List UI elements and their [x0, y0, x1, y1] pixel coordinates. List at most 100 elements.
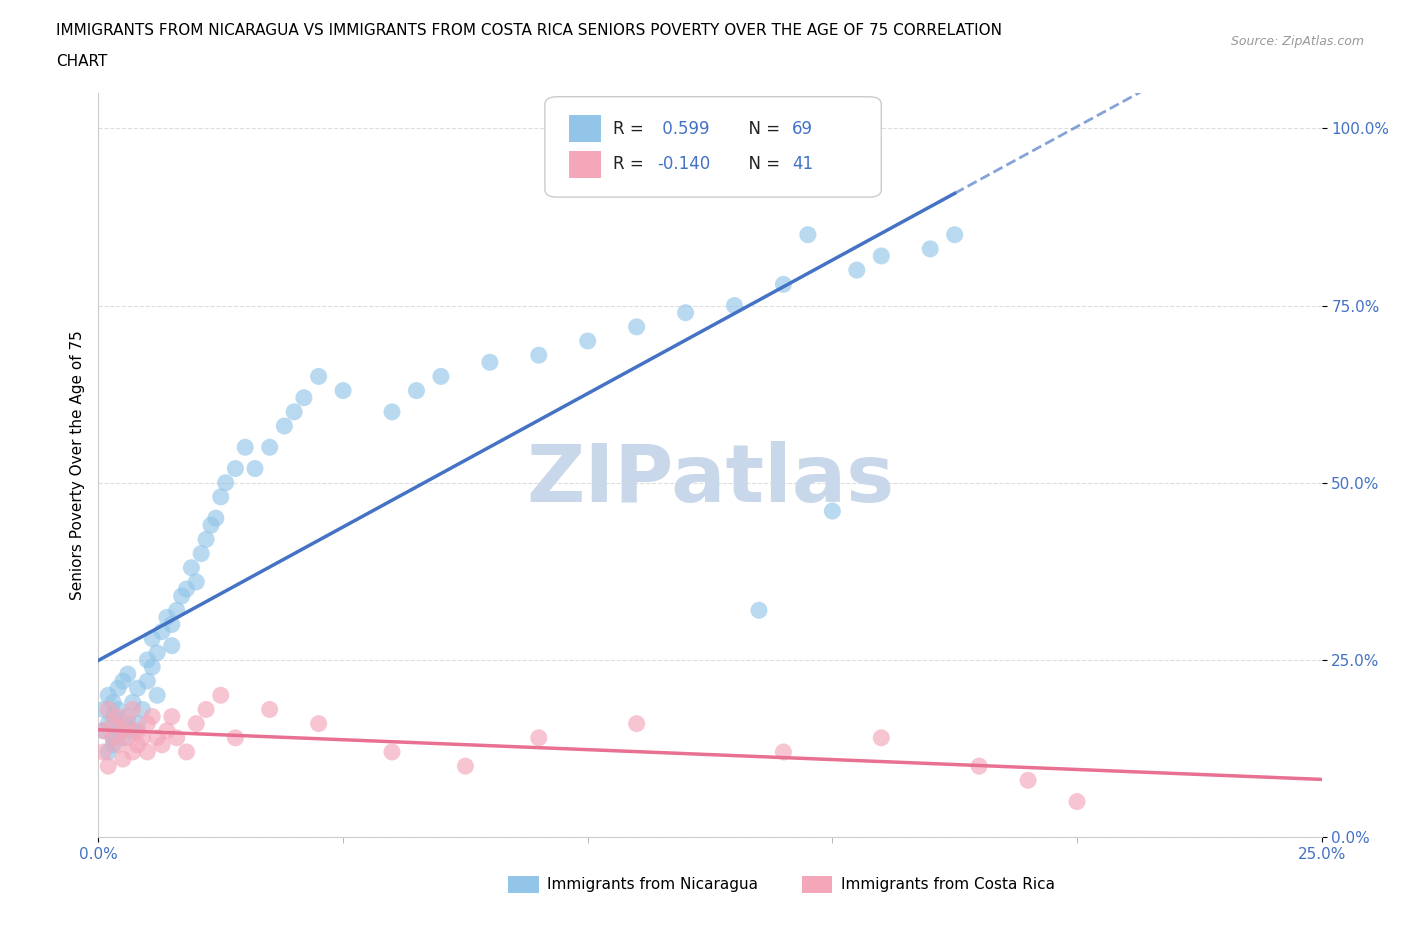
Point	[97, 702, 120, 717]
Point	[111, 751, 134, 766]
Text: IMMIGRANTS FROM NICARAGUA VS IMMIGRANTS FROM COSTA RICA SENIORS POVERTY OVER THE: IMMIGRANTS FROM NICARAGUA VS IMMIGRANTS …	[56, 23, 1002, 38]
Point	[156, 610, 179, 625]
Point	[845, 262, 868, 277]
Point	[111, 716, 134, 731]
Point	[1017, 773, 1039, 788]
Point	[150, 624, 173, 639]
Point	[166, 730, 188, 745]
Text: N =: N =	[738, 155, 786, 173]
Point	[190, 546, 212, 561]
Point	[723, 299, 745, 313]
FancyBboxPatch shape	[546, 97, 882, 197]
Point	[97, 716, 120, 731]
Point	[107, 709, 129, 724]
Text: Immigrants from Nicaragua: Immigrants from Nicaragua	[547, 877, 758, 892]
Point	[259, 440, 281, 455]
Text: 69: 69	[792, 120, 813, 138]
Point	[273, 418, 295, 433]
Point	[97, 759, 120, 774]
FancyBboxPatch shape	[801, 876, 832, 893]
Point	[381, 405, 404, 419]
Point	[136, 745, 159, 760]
Point	[967, 759, 990, 774]
Point	[176, 581, 198, 596]
Point	[381, 745, 404, 760]
Point	[146, 645, 169, 660]
Point	[332, 383, 354, 398]
Point	[97, 688, 120, 703]
Point	[117, 716, 139, 731]
Point	[233, 440, 256, 455]
Point	[97, 745, 120, 760]
Point	[101, 709, 124, 724]
Point	[156, 724, 179, 738]
Point	[920, 242, 942, 257]
Point	[136, 673, 159, 688]
FancyBboxPatch shape	[569, 115, 602, 142]
Point	[478, 355, 501, 370]
FancyBboxPatch shape	[569, 151, 602, 178]
Point	[127, 737, 149, 752]
Point	[117, 709, 139, 724]
Point	[283, 405, 305, 419]
Point	[131, 730, 153, 745]
Point	[626, 319, 648, 334]
Point	[576, 334, 599, 349]
Point	[943, 227, 966, 242]
Point	[91, 702, 114, 717]
Point	[127, 716, 149, 731]
Text: R =: R =	[613, 120, 650, 138]
Point	[214, 475, 236, 490]
Point	[150, 737, 173, 752]
Point	[224, 730, 246, 745]
Text: CHART: CHART	[56, 54, 108, 69]
Point	[146, 688, 169, 703]
Point	[195, 532, 218, 547]
Point	[101, 730, 124, 745]
Point	[136, 716, 159, 731]
Point	[121, 724, 143, 738]
Point	[141, 709, 163, 724]
Point	[141, 631, 163, 646]
Point	[292, 391, 315, 405]
Point	[117, 730, 139, 745]
Point	[121, 745, 143, 760]
Point	[527, 348, 550, 363]
Point	[209, 688, 232, 703]
Point	[195, 702, 218, 717]
Point	[91, 724, 114, 738]
Point	[176, 745, 198, 760]
Text: 41: 41	[792, 155, 813, 173]
Point	[107, 681, 129, 696]
Y-axis label: Seniors Poverty Over the Age of 75: Seniors Poverty Over the Age of 75	[69, 330, 84, 600]
Point	[146, 730, 169, 745]
Point	[1066, 794, 1088, 809]
Point	[160, 617, 183, 631]
Point	[121, 695, 143, 710]
Point	[166, 603, 188, 618]
Point	[127, 681, 149, 696]
Point	[797, 227, 820, 242]
Point	[675, 305, 697, 320]
Point	[107, 724, 129, 738]
Point	[209, 489, 232, 504]
Text: -0.140: -0.140	[658, 155, 710, 173]
Point	[91, 724, 114, 738]
Point	[127, 724, 149, 738]
Point	[405, 383, 427, 398]
Text: 0.599: 0.599	[658, 120, 710, 138]
Point	[308, 716, 330, 731]
Point	[180, 560, 202, 575]
Point	[772, 277, 794, 292]
Point	[121, 702, 143, 717]
Point	[111, 730, 134, 745]
Text: N =: N =	[738, 120, 786, 138]
Text: ZIPatlas: ZIPatlas	[526, 441, 894, 519]
Point	[527, 730, 550, 745]
Point	[111, 673, 134, 688]
Text: Source: ZipAtlas.com: Source: ZipAtlas.com	[1230, 35, 1364, 48]
Point	[91, 745, 114, 760]
Point	[205, 511, 228, 525]
Point	[131, 702, 153, 717]
Text: Immigrants from Costa Rica: Immigrants from Costa Rica	[841, 877, 1054, 892]
